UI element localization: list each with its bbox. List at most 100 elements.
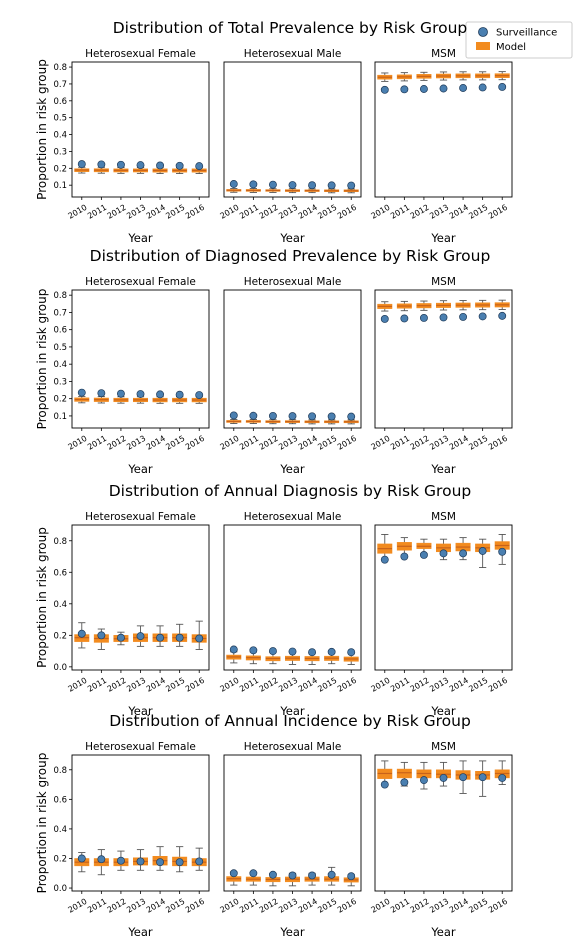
- x-tick-label: 2014: [448, 897, 470, 915]
- x-tick-label: 2015: [164, 897, 186, 915]
- x-tick-label: 2011: [238, 676, 260, 694]
- surveillance-point: [308, 181, 317, 190]
- x-tick-label: 2015: [467, 203, 489, 221]
- surveillance-point: [268, 180, 277, 189]
- surveillance-point: [288, 647, 297, 656]
- x-tick-label: 2010: [66, 434, 88, 452]
- panel-2: Heterosexual Male20102011201220132014201…: [218, 276, 362, 476]
- panel-title: MSM: [431, 48, 456, 60]
- chart-title: Distribution of Annual Diagnosis by Risk…: [109, 482, 471, 500]
- panel-title: Heterosexual Male: [244, 276, 342, 288]
- x-tick-label: 2012: [258, 676, 280, 694]
- x-tick-label: 2013: [125, 676, 147, 694]
- x-axis-label: Year: [430, 704, 456, 718]
- surveillance-point: [439, 549, 448, 558]
- x-tick-label: 2013: [277, 203, 299, 221]
- surveillance-point: [308, 871, 317, 880]
- x-tick-label: 2011: [389, 897, 411, 915]
- legend-surveillance-label: Surveillance: [496, 28, 557, 39]
- x-tick-label: 2013: [428, 434, 450, 452]
- panel-title: Heterosexual Female: [85, 511, 196, 523]
- panel-frame: [71, 754, 210, 892]
- surveillance-point: [97, 160, 106, 169]
- surveillance-point: [419, 85, 428, 93]
- panel-title: MSM: [431, 511, 456, 523]
- x-tick-label: 2010: [66, 897, 88, 915]
- panel-frame: [223, 289, 362, 429]
- y-tick-label: 0.8: [53, 766, 67, 776]
- x-tick-label: 2011: [389, 203, 411, 221]
- surveillance-point: [400, 85, 409, 94]
- chart-row-2: Distribution of Diagnosed Prevalence by …: [35, 247, 513, 476]
- surveillance-point: [268, 411, 277, 420]
- surveillance-point: [249, 646, 258, 655]
- x-tick-label: 2010: [369, 676, 391, 694]
- x-tick-label: 2013: [428, 897, 450, 915]
- panel-title: MSM: [431, 276, 456, 288]
- surveillance-point: [97, 631, 106, 640]
- x-tick-label: 2016: [487, 897, 509, 915]
- x-axis-label: Year: [279, 231, 305, 245]
- y-tick-label: 0.2: [53, 631, 67, 641]
- surveillance-point: [419, 776, 428, 785]
- surveillance-point: [498, 83, 507, 91]
- panel-frame: [374, 289, 513, 429]
- x-axis-label: Year: [127, 704, 153, 718]
- x-tick-label: 2012: [409, 897, 431, 915]
- surveillance-point: [195, 857, 204, 866]
- panel-2: Heterosexual Male20102011201220132014201…: [218, 741, 362, 939]
- y-tick-label: 0.7: [53, 308, 67, 318]
- surveillance-point: [249, 180, 258, 189]
- x-tick-label: 2012: [106, 434, 128, 452]
- x-tick-label: 2015: [316, 676, 338, 694]
- x-tick-label: 2010: [66, 203, 88, 221]
- x-axis-label: Year: [279, 925, 305, 939]
- panel-frame: [71, 289, 210, 429]
- x-tick-label: 2014: [297, 676, 319, 694]
- surveillance-point: [478, 83, 487, 92]
- x-tick-label: 2010: [218, 434, 240, 452]
- panel-1: Heterosexual Female201020112012201320142…: [53, 48, 210, 245]
- surveillance-point: [288, 181, 297, 189]
- surveillance-point: [380, 315, 389, 323]
- x-tick-label: 2011: [389, 676, 411, 694]
- panel-1: Heterosexual Female201020112012201320142…: [53, 741, 210, 939]
- surveillance-point: [308, 648, 317, 657]
- x-axis-label: Year: [430, 231, 456, 245]
- x-tick-label: 2015: [164, 434, 186, 452]
- y-tick-label: 0.8: [53, 63, 67, 73]
- surveillance-point: [439, 313, 448, 322]
- panel-title: Heterosexual Male: [244, 511, 342, 523]
- y-tick-label: 0.3: [53, 377, 67, 387]
- x-tick-label: 2014: [145, 434, 167, 452]
- surveillance-point: [400, 314, 409, 323]
- surveillance-point: [77, 160, 86, 169]
- surveillance-point: [268, 870, 277, 879]
- x-tick-label: 2013: [428, 203, 450, 221]
- surveillance-point: [195, 162, 204, 171]
- x-tick-label: 2016: [487, 676, 509, 694]
- y-tick-label: 0.0: [53, 663, 67, 673]
- panel-frame: [71, 61, 210, 198]
- chart-title: Distribution of Annual Incidence by Risk…: [109, 712, 471, 730]
- surveillance-point: [400, 552, 409, 561]
- surveillance-point: [327, 870, 336, 879]
- y-tick-label: 0.6: [53, 97, 67, 107]
- x-tick-label: 2011: [238, 434, 260, 452]
- surveillance-point: [229, 180, 238, 188]
- chart-row-3: Distribution of Annual Diagnosis by Risk…: [35, 482, 513, 718]
- legend: Surveillance Model: [465, 21, 573, 59]
- panel-2: Heterosexual Male20102011201220132014201…: [218, 511, 362, 718]
- y-axis-label: Proportion in risk group: [35, 753, 49, 894]
- x-tick-label: 2015: [316, 434, 338, 452]
- panel-title: Heterosexual Male: [244, 48, 342, 60]
- x-tick-label: 2013: [125, 897, 147, 915]
- panel-frame: [374, 61, 513, 198]
- x-tick-label: 2014: [297, 203, 319, 221]
- x-tick-label: 2015: [467, 676, 489, 694]
- chart-title: Distribution of Diagnosed Prevalence by …: [90, 247, 491, 265]
- y-tick-label: 0.3: [53, 147, 67, 157]
- y-tick-label: 0.7: [53, 80, 67, 90]
- y-tick-label: 0.8: [53, 537, 67, 547]
